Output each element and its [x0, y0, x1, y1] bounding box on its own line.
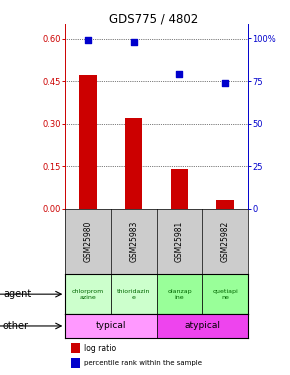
- Bar: [71, 358, 80, 368]
- Text: agent: agent: [3, 289, 31, 299]
- Bar: [111, 274, 157, 314]
- Bar: [216, 200, 234, 208]
- Point: [223, 80, 227, 86]
- Text: other: other: [3, 321, 29, 331]
- Point: [86, 37, 90, 43]
- Text: percentile rank within the sample: percentile rank within the sample: [84, 360, 202, 366]
- Bar: [157, 314, 248, 338]
- Bar: [65, 274, 111, 314]
- Text: GSM25981: GSM25981: [175, 221, 184, 262]
- Bar: [157, 274, 202, 314]
- Text: olanzap
ine: olanzap ine: [167, 289, 192, 300]
- Text: GDS775 / 4802: GDS775 / 4802: [109, 12, 198, 25]
- Point: [131, 39, 136, 45]
- Text: log ratio: log ratio: [84, 344, 116, 353]
- Text: GSM25982: GSM25982: [221, 221, 230, 262]
- Bar: [65, 314, 157, 338]
- Point: [177, 71, 182, 77]
- Bar: [79, 75, 97, 208]
- Bar: [202, 274, 248, 314]
- Text: quetiapi
ne: quetiapi ne: [212, 289, 238, 300]
- Bar: [125, 118, 142, 208]
- Text: thioridazin
e: thioridazin e: [117, 289, 151, 300]
- Text: GSM25980: GSM25980: [84, 221, 93, 262]
- Text: typical: typical: [96, 321, 126, 330]
- Text: GSM25983: GSM25983: [129, 221, 138, 262]
- Text: chlorprom
azine: chlorprom azine: [72, 289, 104, 300]
- Bar: [71, 343, 80, 353]
- Bar: [171, 169, 188, 208]
- Text: atypical: atypical: [184, 321, 220, 330]
